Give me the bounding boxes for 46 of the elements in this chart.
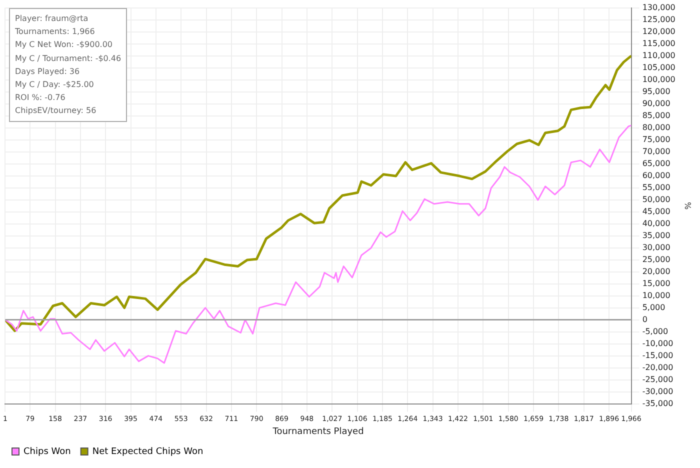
y-tick-label: 10,000	[642, 290, 670, 300]
annotation: Days Played: 36	[15, 66, 81, 78]
y-tick-label: 5,000	[642, 302, 666, 312]
y-tick-label: 60,000	[642, 170, 670, 180]
y-tick-label: 55,000	[642, 182, 670, 192]
y-tick-label: 25,000	[642, 254, 670, 264]
y-tick-label: 110,000	[642, 50, 676, 60]
y-tick-label: -15,000	[642, 350, 674, 360]
y-tick-label: 100,000	[642, 74, 676, 84]
y-tick-label: -30,000	[642, 386, 674, 396]
y-tick-label: 20,000	[642, 266, 670, 276]
y-tick-label: 70,000	[642, 146, 670, 156]
y-tick-label: 65,000	[642, 158, 670, 168]
legend-label: Net Expected Chips Won	[92, 446, 204, 457]
y-tick-label: 15,000	[642, 278, 670, 288]
y-tick-label: 0	[642, 314, 648, 324]
y-tick-label: 90,000	[642, 98, 670, 108]
y-tick-label: 30,000	[642, 242, 670, 252]
annotation: Tournaments: 1,966	[15, 26, 96, 38]
y-tick-label: -10,000	[642, 338, 674, 348]
y-tick-label: 80,000	[642, 122, 670, 132]
y-axis-title: %	[683, 202, 692, 210]
y-tick-label: -35,000	[642, 398, 674, 408]
y-tick-label: 115,000	[642, 38, 676, 48]
y-tick-label: 130,000	[642, 2, 676, 12]
y-tick-label: 40,000	[642, 218, 670, 228]
y-tick-label: 95,000	[642, 86, 670, 96]
y-tick-label: 75,000	[642, 134, 670, 144]
y-tick-label: 125,000	[642, 14, 676, 24]
y-tick-label: 105,000	[642, 62, 676, 72]
y-tick-label: -25,000	[642, 374, 674, 384]
annotation: My C / Tournament: -$0.46	[15, 52, 122, 65]
annotation: Player: fraum@rta	[15, 13, 90, 25]
y-tick-label: 35,000	[642, 230, 670, 240]
y-tick-label: 50,000	[642, 194, 670, 204]
annotation: My C Net Won: -$900.00	[15, 39, 114, 52]
annotation: ROI %: -0.76	[15, 92, 66, 104]
legend-label: Chips Won	[24, 446, 71, 457]
y-tick-label: 85,000	[642, 110, 670, 120]
y-tick-label: -5,000	[642, 326, 668, 336]
y-tick-label: 120,000	[642, 26, 676, 36]
y-tick-label: 45,000	[642, 206, 670, 216]
y-tick-label: -20,000	[642, 362, 674, 372]
annotation: My C / Day: -$25.00	[15, 79, 95, 92]
x-axis-title: Tournaments Played	[272, 426, 364, 437]
annotation: ChipsEV/tourney: 56	[15, 105, 98, 118]
